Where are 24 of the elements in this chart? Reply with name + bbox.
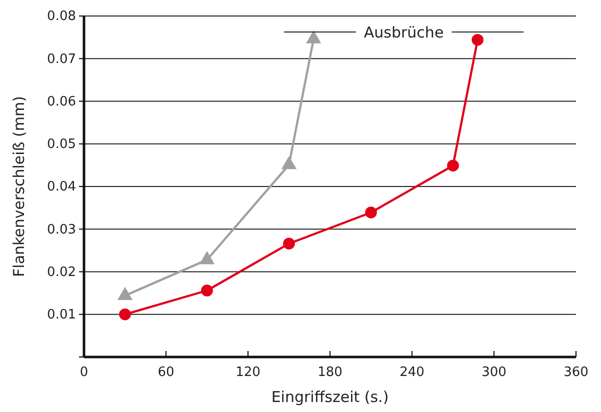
y-tick-label: 0.03	[47, 222, 76, 238]
point	[119, 308, 131, 320]
y-tick-label: 0.05	[47, 137, 76, 152]
point	[447, 160, 459, 172]
x-tick-label: 360	[564, 365, 588, 380]
x-tick-label: 60	[158, 365, 174, 380]
x-tick-label: 300	[482, 365, 506, 380]
annotation: Ausbrüche	[364, 23, 444, 42]
x-tick-label: 0	[80, 365, 88, 380]
point	[283, 238, 295, 250]
y-tick-label: 0.01	[47, 308, 76, 323]
point	[472, 34, 484, 46]
y-tick-label: 0.04	[47, 180, 76, 195]
x-axis-title: Eingriffszeit (s.)	[271, 388, 389, 406]
y-tick-label: 0.02	[47, 264, 76, 280]
x-tick-label: 120	[236, 365, 260, 380]
x-tick-label: 180	[318, 365, 342, 380]
y-axis-title: Flankenverschleiß (mm)	[10, 96, 28, 277]
point	[365, 206, 377, 218]
point	[201, 284, 213, 296]
y-tick-label: 0.07	[47, 52, 76, 67]
x-tick-label: 240	[400, 365, 424, 380]
y-tick-label: 0.08	[47, 9, 76, 24]
y-tick-label: 0.06	[47, 94, 76, 110]
